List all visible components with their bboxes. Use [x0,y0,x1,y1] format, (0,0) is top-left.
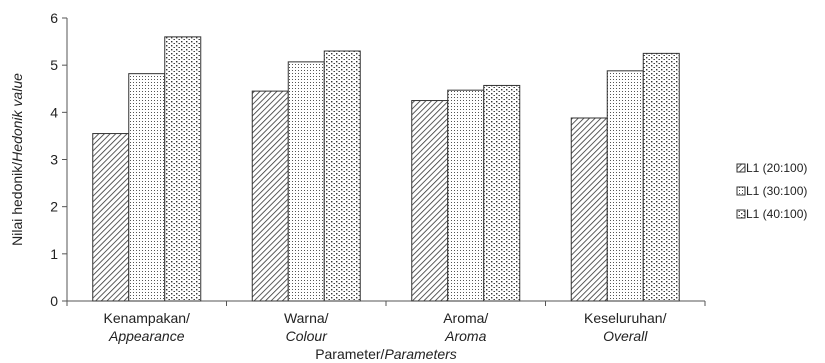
bar-diagonal-hatch-2 [251,90,289,302]
x-category-label: Kenampakan/ [104,310,191,326]
y-tick-label: 6 [50,10,58,26]
x-category-label: Warna/ [284,310,329,326]
x-axis-title: Parameter/Parameters [315,346,457,362]
y-axis-title: Nilai hedonik/Hedonik value [9,73,25,246]
y-axis-title-normal: Nilai hedonik/ [9,162,25,246]
x-ticks [66,301,706,306]
bar-diagonal-hatch-4 [570,117,608,302]
y-axis-title-italic: Hedonik value [9,73,25,162]
x-category-label-italic: Appearance [108,328,185,344]
legend-swatch-diagonal-hatch [736,163,746,173]
bar-series-group [92,36,680,302]
legend-swatch-coarse-dots [736,209,746,219]
legend-label: L1 (40:100) [746,207,807,221]
bar-fine-dots-4 [606,70,644,302]
x-axis-title-normal: Parameter/ [315,346,384,362]
legend-label: L1 (30:100) [746,184,807,198]
y-tick-label: 5 [50,57,58,73]
x-axis-title-italic: Parameters [384,346,456,362]
bar-coarse-dots-2 [323,50,361,302]
y-tick-label: 1 [50,246,58,262]
bar-coarse-dots-3 [483,84,521,302]
y-axis: 0 1 2 3 4 5 6 Nilai hedonik/Hedonik value [9,10,68,309]
y-tick-label: 0 [50,293,58,309]
bar-diagonal-hatch-3 [411,100,449,302]
legend-label: L1 (20:100) [746,161,807,175]
bar-fine-dots-2 [287,61,325,302]
y-tick-label: 4 [50,104,58,120]
legend: L1 (20:100) L1 (30:100) L1 (40:100) [736,161,807,221]
y-tick-label: 3 [50,152,58,168]
bar-coarse-dots-4 [642,52,680,302]
x-axis: Kenampakan/Appearance Warna/Colour Aroma/A… [66,300,706,362]
x-category-label-italic: Colour [286,328,329,344]
x-category-label: Aroma/ [443,310,488,326]
bar-fine-dots-3 [447,89,485,302]
bar-diagonal-hatch-1 [92,133,130,302]
bar-coarse-dots-1 [164,36,202,302]
y-ticks: 0 1 2 3 4 5 6 [50,10,67,309]
x-category-labels: Kenampakan/Appearance Warna/Colour Aroma/A… [104,310,667,344]
legend-swatch-fine-dots [736,186,746,196]
x-category-label-italic: Overall [603,328,648,344]
y-tick-label: 2 [50,199,58,215]
x-category-label-italic: Aroma [444,328,486,344]
x-category-label: Keseluruhan/ [584,310,667,326]
bar-fine-dots-1 [128,73,166,302]
